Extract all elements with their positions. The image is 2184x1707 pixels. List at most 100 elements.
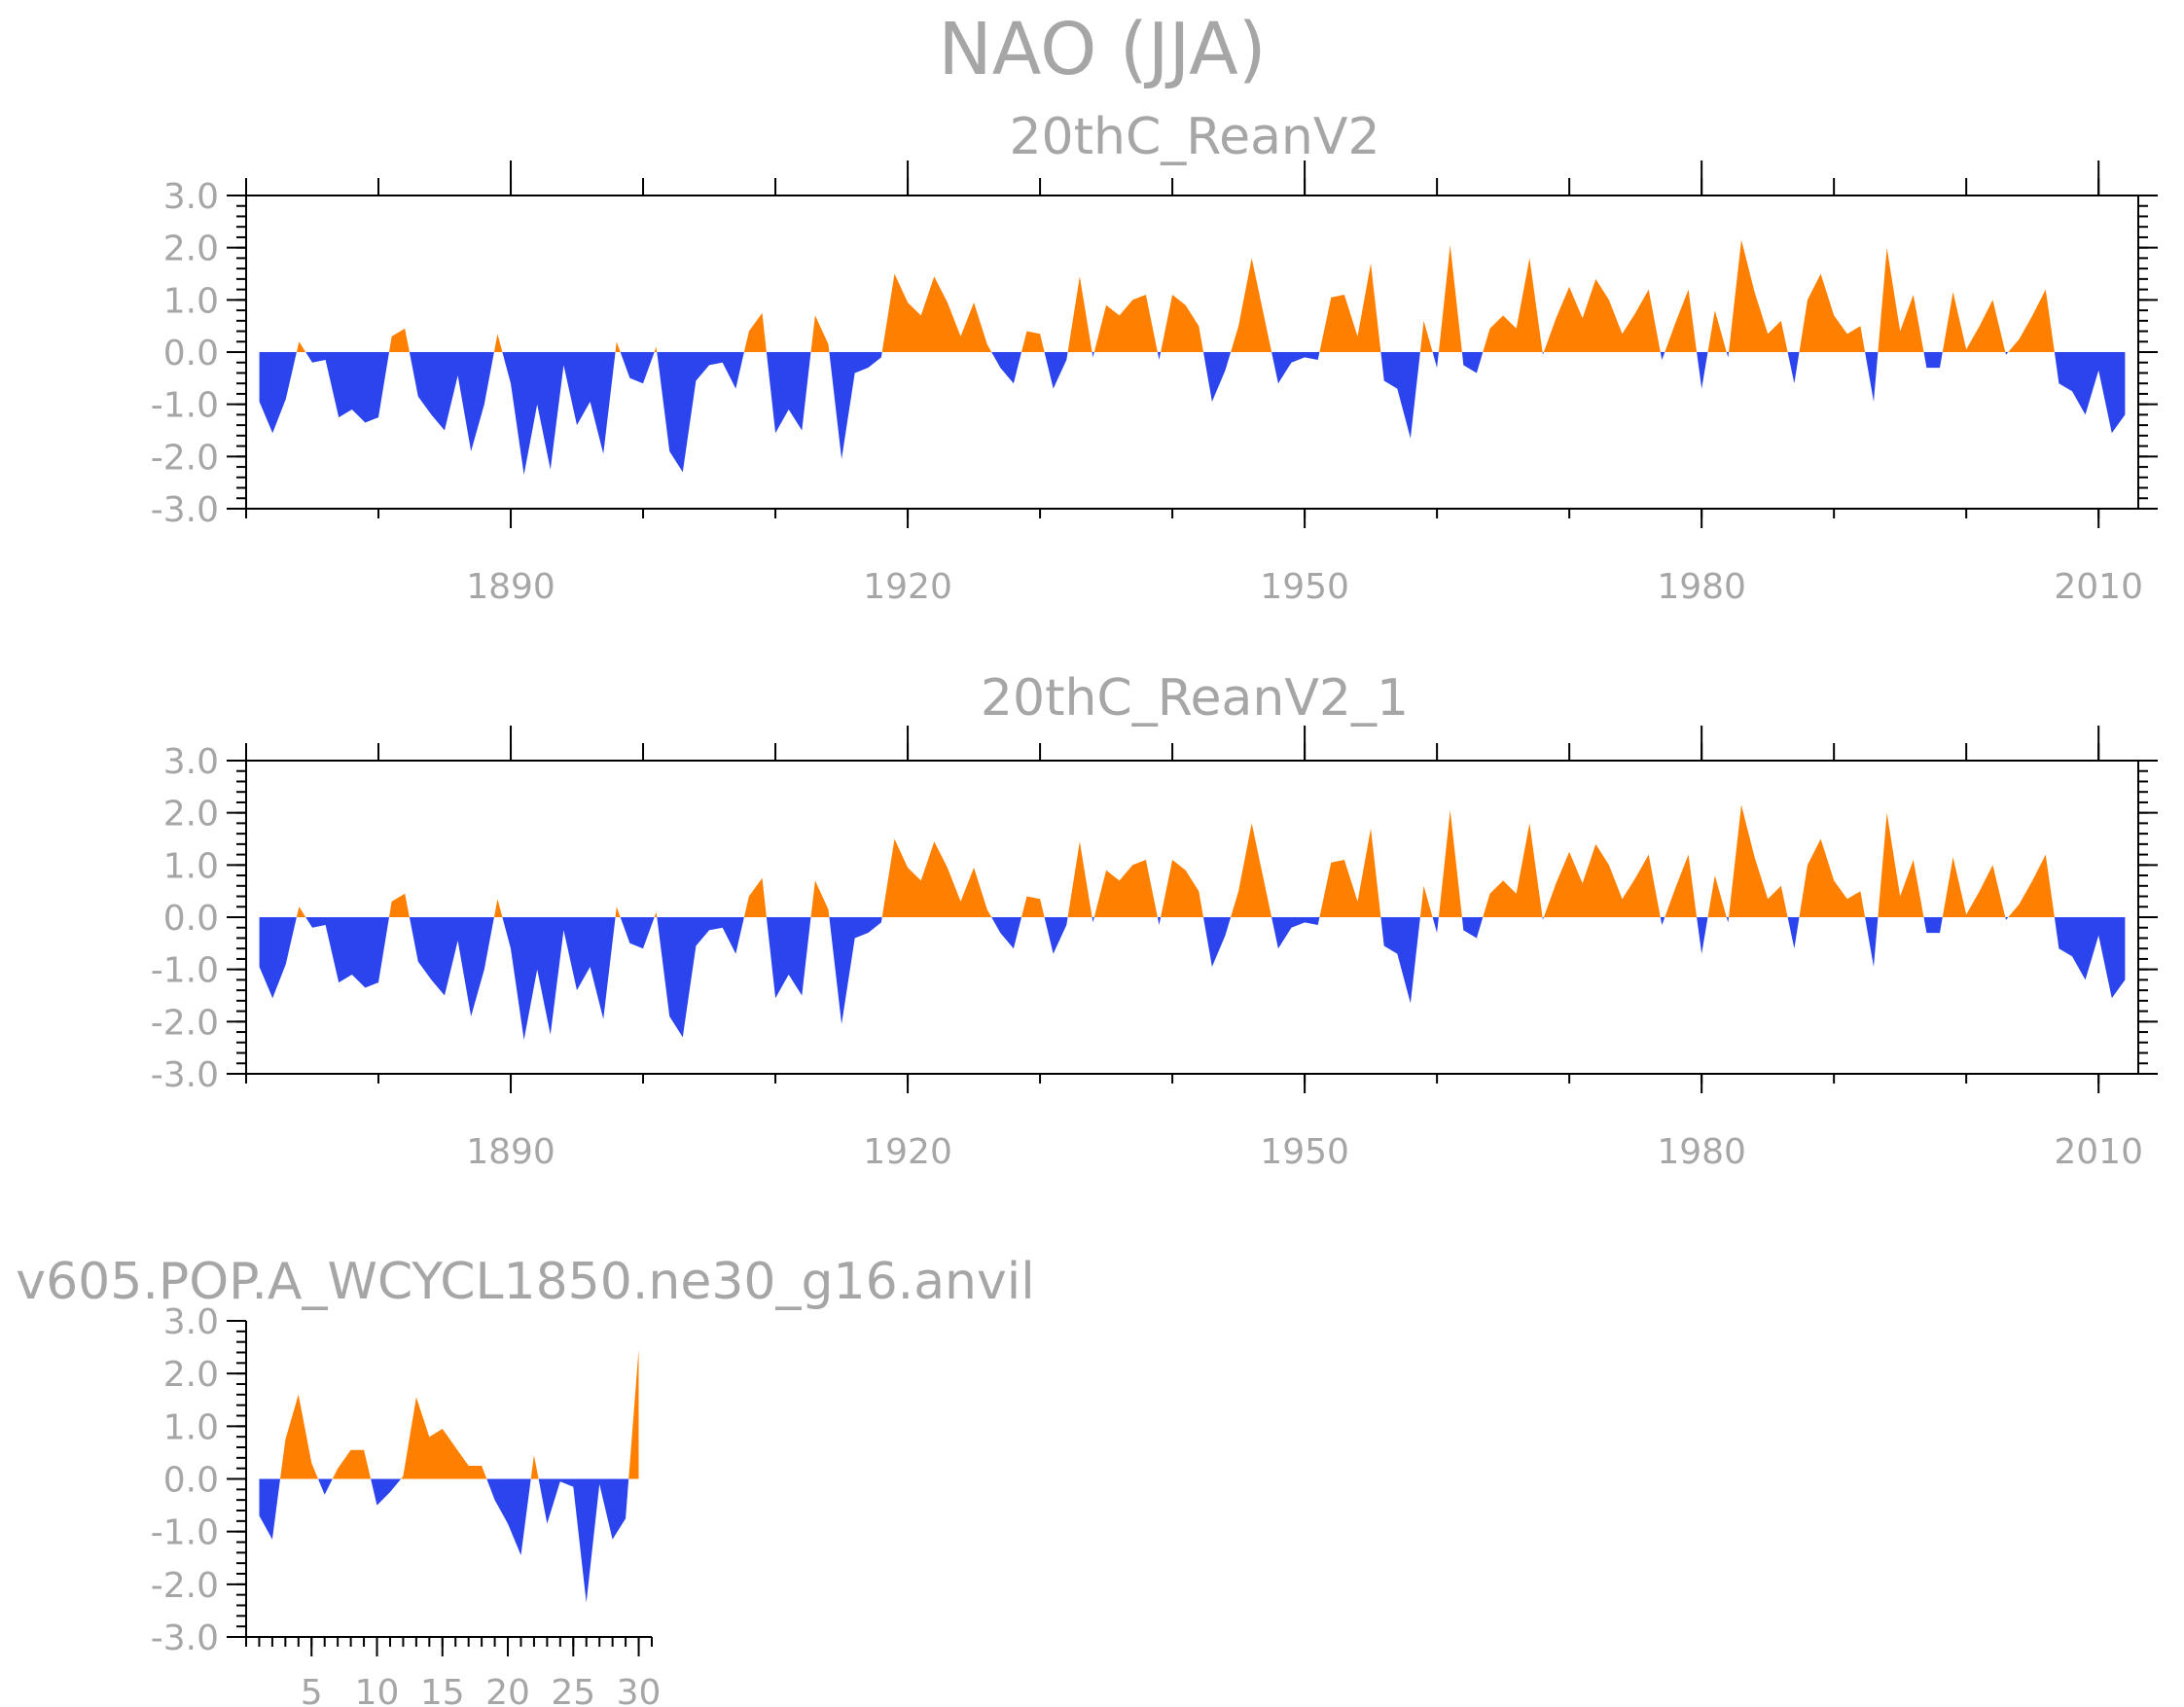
negative-anomaly-area (318, 1478, 333, 1495)
negative-anomaly-area (502, 352, 616, 476)
positive-anomaly-area (1665, 289, 1698, 352)
x-tick-label: 1980 (1657, 1132, 1746, 1172)
x-tick-label: 1980 (1657, 567, 1746, 607)
positive-anomaly-area (1665, 854, 1698, 917)
positive-anomaly-area (1878, 247, 1924, 352)
negative-anomaly-area (1923, 917, 1943, 934)
negative-anomaly-area (1092, 917, 1094, 923)
positive-anomaly-area (389, 328, 410, 352)
positive-anomaly-area (332, 1449, 372, 1479)
y-tick-label: 3.0 (163, 177, 219, 217)
negative-anomaly-area (1157, 352, 1162, 360)
x-tick-label: 1890 (466, 1132, 555, 1172)
negative-anomaly-area (766, 917, 811, 999)
negative-anomaly-area (1044, 917, 1068, 954)
negative-anomaly-area (1271, 352, 1320, 384)
negative-anomaly-area (409, 917, 494, 1016)
y-tick-label: -2.0 (151, 438, 219, 478)
x-tick-label: 5 (301, 1673, 323, 1707)
positive-anomaly-area (296, 907, 306, 917)
negative-anomaly-area (620, 917, 655, 949)
y-tick-label: 1.0 (163, 1407, 219, 1447)
positive-anomaly-area (1799, 838, 1866, 917)
negative-anomaly-area (1923, 352, 1943, 369)
negative-anomaly-area (1461, 917, 1484, 939)
positive-anomaly-area (1231, 258, 1272, 352)
positive-anomaly-area (1021, 896, 1045, 917)
positive-anomaly-area (1419, 885, 1433, 917)
y-tick-label: -2.0 (151, 1003, 219, 1043)
negative-anomaly-area (1044, 352, 1068, 389)
x-tick-label: 20 (485, 1673, 530, 1707)
positive-anomaly-area (881, 838, 992, 917)
negative-anomaly-area (657, 352, 744, 473)
x-tick-label: 25 (551, 1673, 595, 1707)
panel-title: 20thC_ReanV2_1 (981, 669, 1409, 728)
positive-anomaly-area (493, 899, 503, 917)
positive-anomaly-area (280, 1394, 318, 1479)
series-fill-group (259, 804, 2126, 1041)
positive-anomaly-area (1799, 273, 1866, 352)
x-tick-label: 1890 (466, 567, 555, 607)
y-tick-label: 1.0 (163, 281, 219, 321)
negative-anomaly-area (409, 352, 494, 451)
positive-anomaly-area (743, 877, 767, 917)
positive-anomaly-area (1483, 258, 1543, 352)
negative-anomaly-area (766, 352, 811, 434)
negative-anomaly-area (1157, 917, 1162, 925)
y-tick-label: -3.0 (151, 490, 219, 530)
negative-anomaly-area (1865, 917, 1879, 967)
positive-anomaly-area (654, 346, 658, 352)
y-tick-label: 3.0 (163, 1302, 219, 1342)
negative-anomaly-area (1203, 917, 1232, 967)
positive-anomaly-area (493, 334, 503, 352)
x-tick-label: 1950 (1260, 567, 1349, 607)
negative-anomaly-area (371, 1478, 402, 1506)
panel-model-run: v605.POP.A_WCYCL1850.ne30_g16.anvil 3.0 2… (16, 1253, 1034, 1707)
series-fill-group (259, 239, 2126, 476)
series-fill-group (259, 1349, 639, 1603)
negative-anomaly-area (2054, 352, 2126, 434)
y-tick-label: -3.0 (151, 1618, 219, 1658)
positive-anomaly-area (1021, 331, 1045, 352)
x-tick-label: 2010 (2054, 1132, 2143, 1172)
positive-anomaly-area (2008, 854, 2055, 917)
negative-anomaly-area (829, 352, 882, 459)
positive-anomaly-area (1419, 320, 1433, 352)
positive-anomaly-area (1483, 823, 1543, 917)
negative-anomaly-area (538, 1478, 629, 1603)
positive-anomaly-area (1438, 245, 1462, 352)
positive-anomaly-area (1438, 810, 1462, 917)
negative-anomaly-area (1461, 352, 1484, 373)
negative-anomaly-area (305, 352, 389, 423)
positive-anomaly-area (1543, 843, 1661, 917)
negative-anomaly-area (1865, 352, 1879, 402)
negative-anomaly-area (1092, 352, 1094, 358)
negative-anomaly-area (829, 917, 882, 1024)
negative-anomaly-area (657, 917, 744, 1038)
x-tick-label: 1920 (863, 1132, 952, 1172)
negative-anomaly-area (486, 1478, 531, 1555)
positive-anomaly-area (1067, 841, 1092, 917)
y-tick-label: 2.0 (163, 1355, 219, 1395)
positive-anomaly-area (1067, 276, 1092, 352)
positive-anomaly-area (654, 911, 658, 917)
negative-anomaly-area (1787, 917, 1800, 949)
negative-anomaly-area (1660, 917, 1665, 925)
x-tick-label: 15 (420, 1673, 465, 1707)
negative-anomaly-area (2005, 352, 2009, 355)
positive-anomaly-area (1231, 823, 1272, 917)
positive-anomaly-area (810, 315, 830, 352)
y-tick-label: 3.0 (163, 742, 219, 782)
negative-anomaly-area (1432, 352, 1439, 369)
figure-title: NAO (JJA) (938, 8, 1266, 91)
positive-anomaly-area (401, 1397, 487, 1479)
y-tick-label: -3.0 (151, 1055, 219, 1095)
negative-anomaly-area (1787, 352, 1800, 384)
positive-anomaly-area (1319, 828, 1381, 917)
negative-anomaly-area (1380, 352, 1420, 439)
y-tick-label: -1.0 (151, 386, 219, 426)
positive-anomaly-area (1093, 295, 1158, 352)
y-tick-label: 0.0 (163, 899, 219, 939)
